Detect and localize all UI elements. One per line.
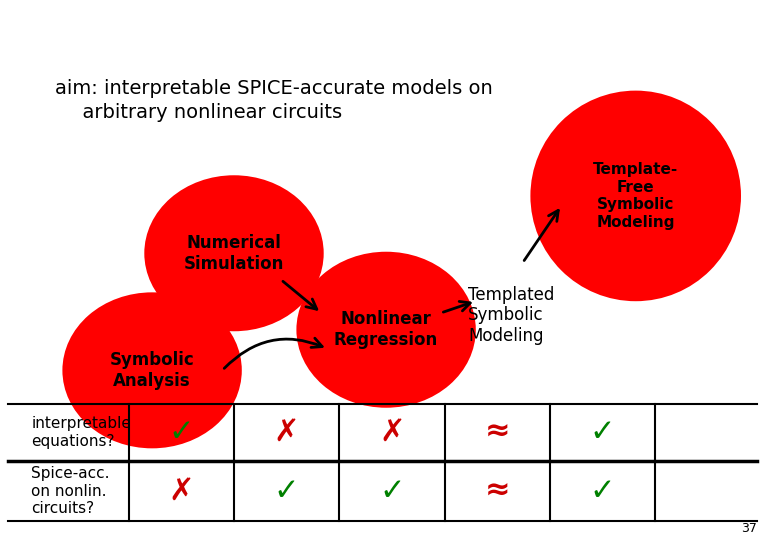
Text: ✗: ✗ xyxy=(274,418,300,447)
Text: Templated
Symbolic
Modeling: Templated Symbolic Modeling xyxy=(468,286,555,345)
Ellipse shape xyxy=(144,176,324,331)
Ellipse shape xyxy=(62,292,242,448)
Text: ✓: ✓ xyxy=(590,418,615,447)
Text: Spice-acc.
on nonlin.
circuits?: Spice-acc. on nonlin. circuits? xyxy=(31,466,110,516)
Ellipse shape xyxy=(296,252,476,408)
Text: ≈: ≈ xyxy=(484,476,510,505)
Text: 37: 37 xyxy=(741,522,757,535)
Text: ≈: ≈ xyxy=(484,418,510,447)
Text: Numerical
Simulation: Numerical Simulation xyxy=(184,234,284,273)
Text: interpretable
equations?: interpretable equations? xyxy=(31,416,131,449)
Text: aim: interpretable SPICE-accurate models on: aim: interpretable SPICE-accurate models… xyxy=(55,79,492,98)
Text: ✓: ✓ xyxy=(168,418,194,447)
Text: Nonlinear
Regression: Nonlinear Regression xyxy=(334,310,438,349)
Ellipse shape xyxy=(530,91,741,301)
Text: ✓: ✓ xyxy=(274,476,300,505)
Text: ✗: ✗ xyxy=(379,418,405,447)
Text: Another perspective on static modeling: Another perspective on static modeling xyxy=(10,14,780,48)
Text: arbitrary nonlinear circuits: arbitrary nonlinear circuits xyxy=(70,103,342,122)
Text: Template-
Free
Symbolic
Modeling: Template- Free Symbolic Modeling xyxy=(593,163,679,230)
Text: ✓: ✓ xyxy=(379,476,405,505)
Text: ✓: ✓ xyxy=(590,476,615,505)
Text: Symbolic
Analysis: Symbolic Analysis xyxy=(110,351,194,390)
Text: ✗: ✗ xyxy=(168,476,194,505)
